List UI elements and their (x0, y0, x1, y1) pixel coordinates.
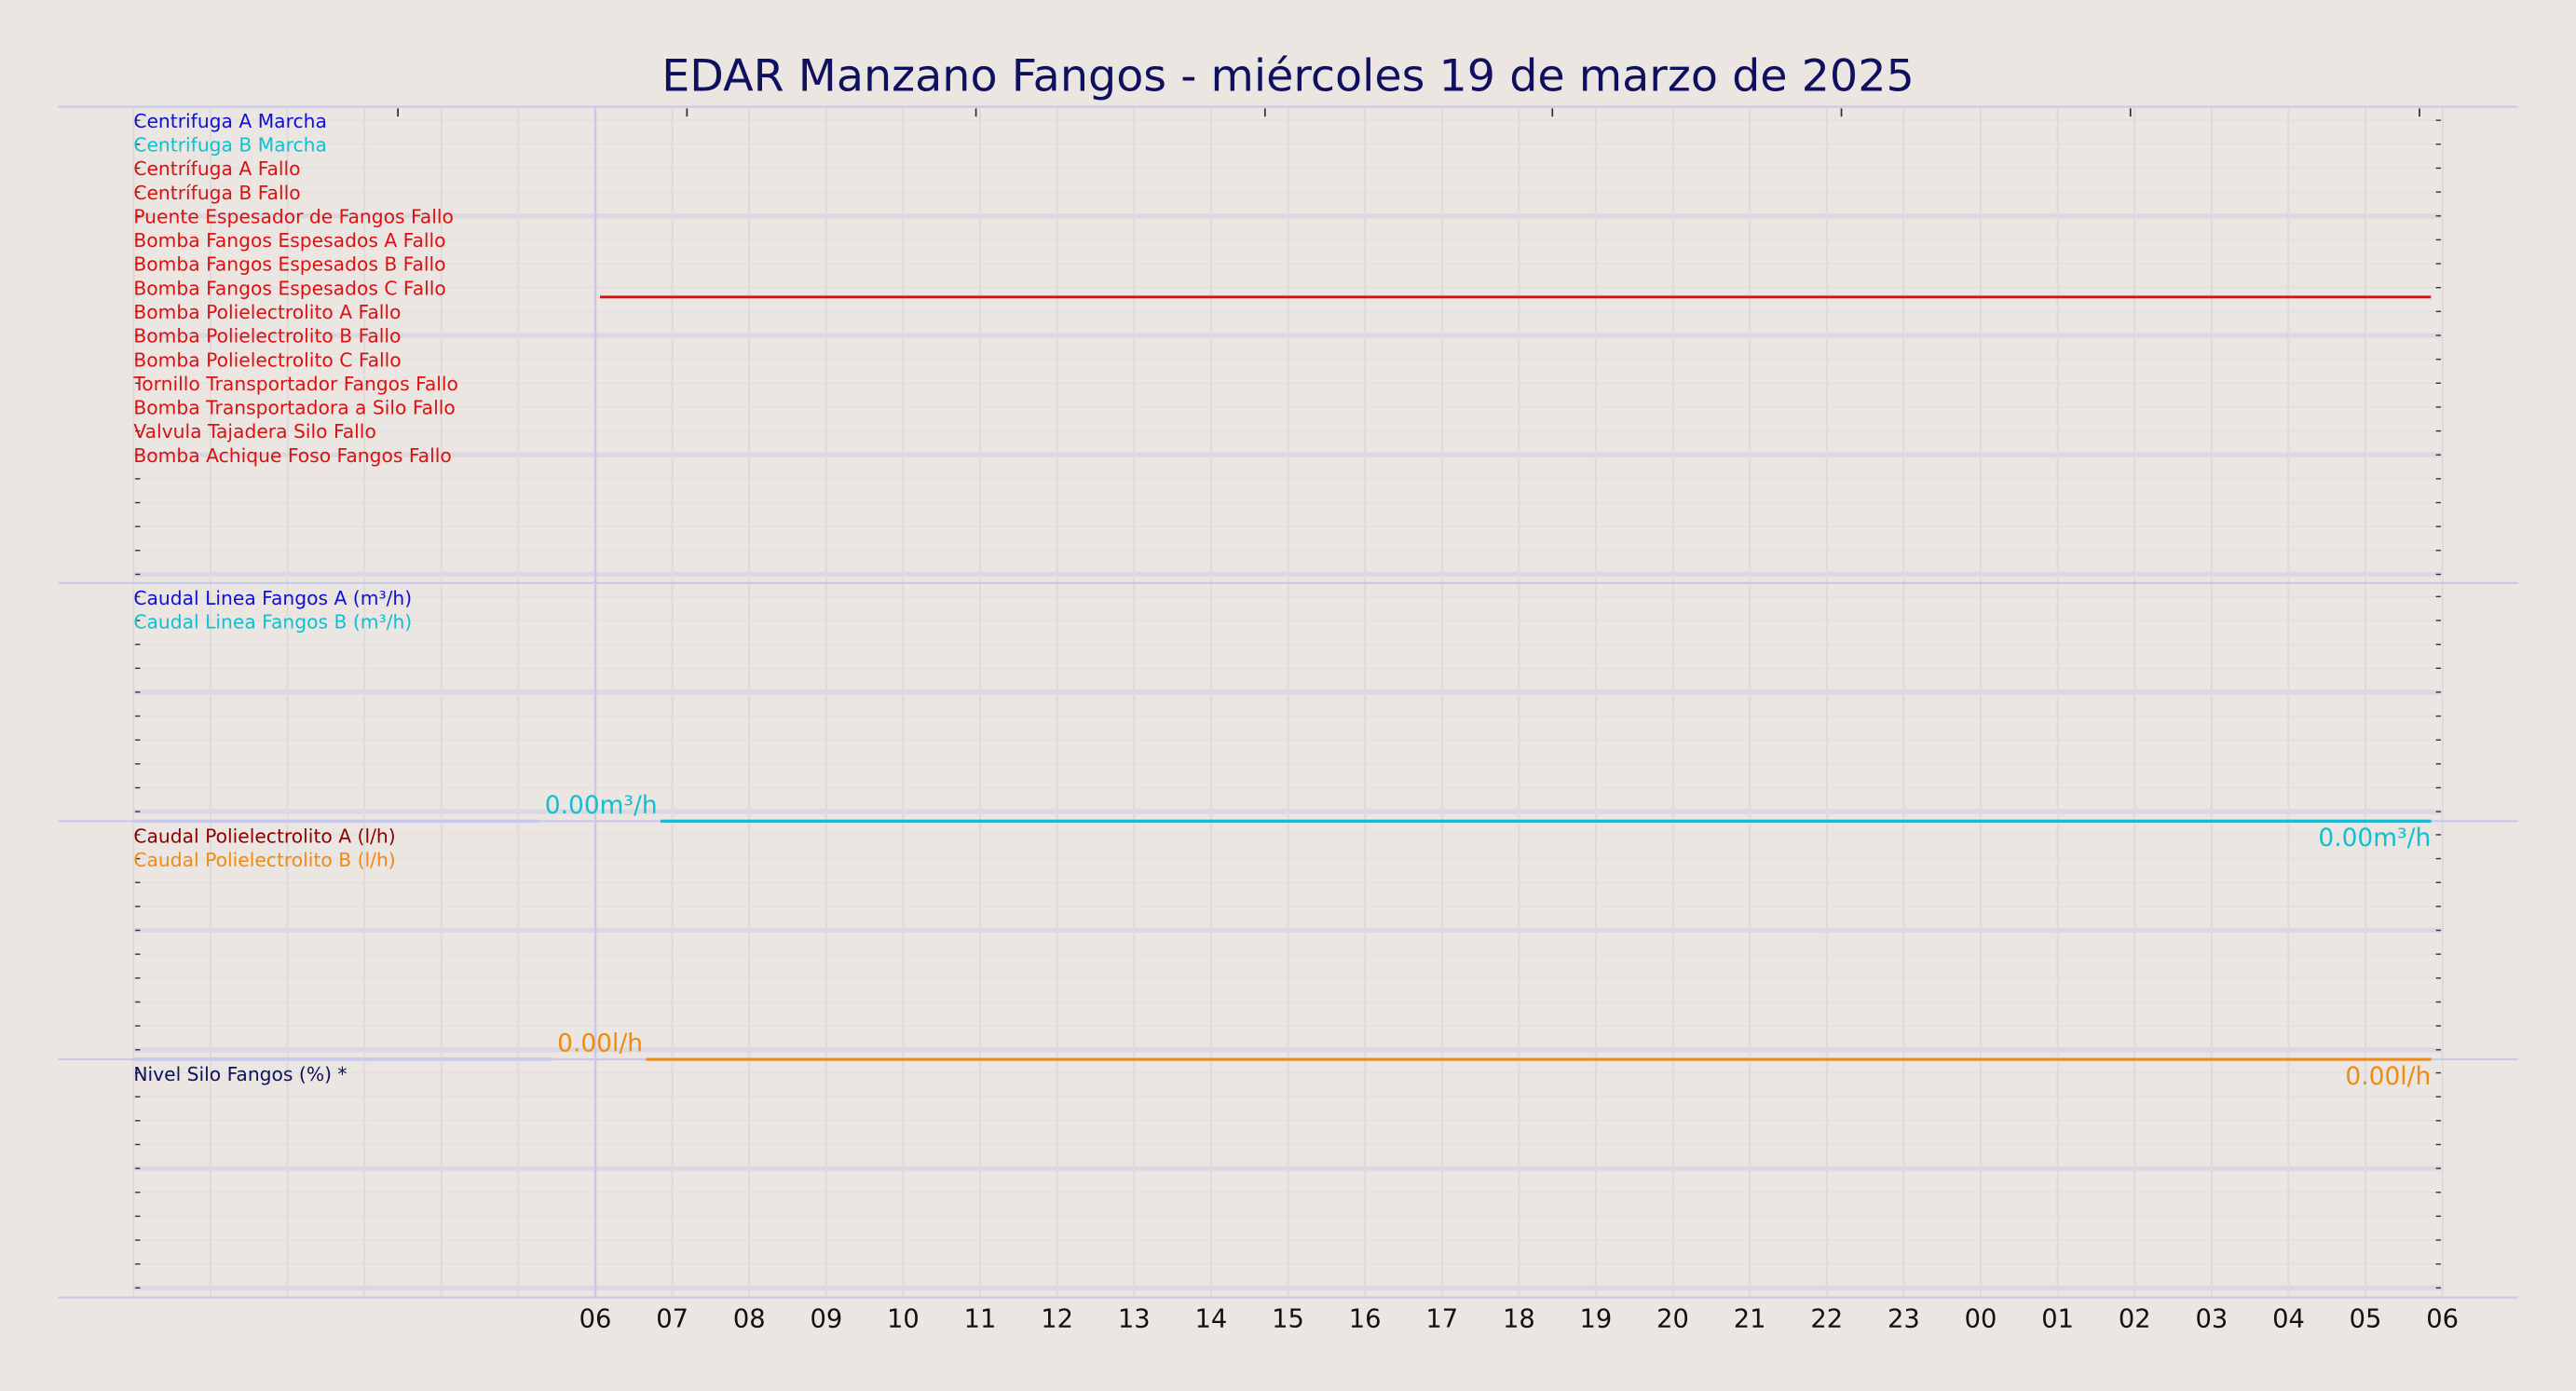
legend-label: Bomba Polielectrolito B Fallo (133, 325, 401, 348)
x-tick-label: 14 (1195, 1305, 1228, 1334)
legend-label: Centrífuga B Fallo (133, 182, 300, 204)
value-label: 0.00l/h (557, 1030, 643, 1058)
x-tick-label: 22 (1810, 1305, 1843, 1334)
legend-label: Centrifuga A Marcha (133, 110, 327, 132)
x-tick-label: 12 (1041, 1305, 1073, 1334)
x-tick-label: 19 (1580, 1305, 1613, 1334)
legend-label: Bomba Achique Foso Fangos Fallo (133, 444, 451, 467)
chart-title: EDAR Manzano Fangos - miércoles 19 de ma… (661, 51, 1915, 102)
x-tick-label: 18 (1503, 1305, 1535, 1334)
legend-label: Bomba Fangos Espesados A Fallo (133, 229, 445, 252)
x-tick-label: 08 (733, 1305, 766, 1334)
x-tick-label: 02 (2119, 1305, 2151, 1334)
x-tick-label: 16 (1349, 1305, 1382, 1334)
value-label: 0.00m³/h (2318, 824, 2431, 852)
legend-label: Centrifuga B Marcha (133, 133, 327, 156)
legend-label: Bomba Polielectrolito A Fallo (133, 301, 401, 323)
legend-label: Caudal Linea Fangos A (m³/h) (133, 587, 412, 609)
x-tick-label: 17 (1425, 1305, 1458, 1334)
x-tick-label: 05 (2350, 1305, 2382, 1334)
legend-label: Centrífuga A Fallo (133, 157, 300, 180)
x-tick-label: 13 (1118, 1305, 1151, 1334)
legend-label: Bomba Polielectrolito C Fallo (133, 348, 401, 371)
x-tick-label: 00 (1965, 1305, 1997, 1334)
x-tick-label: 11 (964, 1305, 997, 1334)
x-tick-label: 20 (1656, 1305, 1689, 1334)
legend-label: Tornillo Transportador Fangos Fallo (132, 373, 458, 395)
legend-label: Nivel Silo Fangos (%) * (133, 1063, 347, 1085)
legend-label: Valvula Tajadera Silo Fallo (133, 420, 376, 443)
x-tick-label: 04 (2272, 1305, 2305, 1334)
x-tick-label: 06 (2426, 1305, 2459, 1334)
legend-label: Caudal Polielectrolito A (l/h) (133, 825, 395, 847)
value-label: 0.00l/h (2345, 1062, 2431, 1091)
legend-label: Bomba Transportadora a Silo Fallo (133, 397, 455, 419)
legend-label: Bomba Fangos Espesados C Fallo (133, 277, 446, 299)
legend-label: Caudal Polielectrolito B (l/h) (133, 849, 395, 871)
legend-label: Puente Espesador de Fangos Fallo (133, 205, 454, 227)
value-label: 0.00m³/h (545, 791, 658, 820)
legend-label: Caudal Linea Fangos B (m³/h) (133, 611, 412, 634)
x-tick-label: 01 (2041, 1305, 2074, 1334)
x-tick-label: 15 (1272, 1305, 1304, 1334)
x-tick-label: 06 (579, 1305, 612, 1334)
x-tick-label: 23 (1888, 1305, 1920, 1334)
x-tick-label: 10 (887, 1305, 920, 1334)
x-tick-label: 21 (1734, 1305, 1766, 1334)
x-tick-label: 09 (810, 1305, 842, 1334)
x-tick-label: 07 (656, 1305, 688, 1334)
x-tick-label: 03 (2195, 1305, 2228, 1334)
legend-label: Bomba Fangos Espesados B Fallo (133, 253, 445, 276)
